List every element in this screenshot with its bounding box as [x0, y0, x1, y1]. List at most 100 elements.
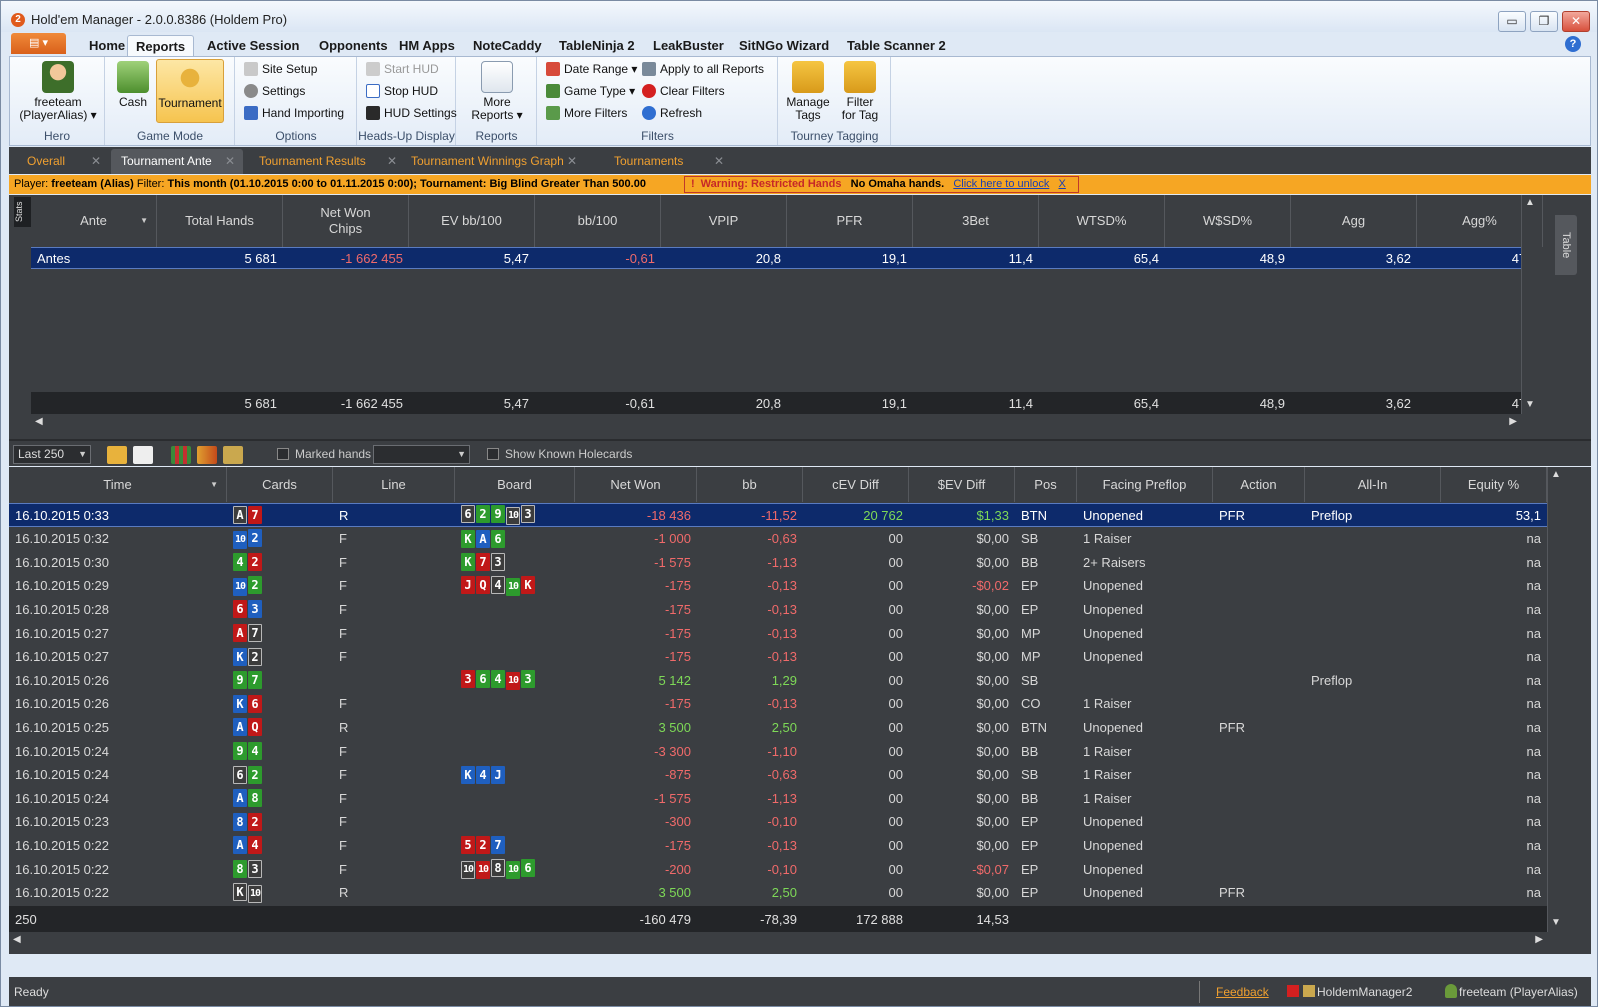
hand-range-select[interactable]: Last 250 ▼	[13, 445, 91, 464]
tournament-button[interactable]: Tournament	[156, 59, 224, 123]
chart-icon[interactable]	[197, 446, 217, 464]
menu-tab-opponents[interactable]: Opponents	[319, 38, 388, 53]
hands-col-header[interactable]: Cards	[227, 467, 333, 502]
scroll-left-icon[interactable]: ◀	[35, 416, 43, 427]
table-side-tab[interactable]: Table	[1555, 215, 1577, 275]
apply-all-reports-button[interactable]: Apply to all Reports	[642, 59, 764, 79]
table-row[interactable]: 16.10.2015 0:26 9 7 3 6 4 10 3 5 142 1,29 00 $0,00 S…	[9, 668, 1547, 692]
scroll-left-icon[interactable]: ◀	[13, 934, 21, 945]
table-row[interactable]: 16.10.2015 0:24 9 4 F -3 300 -1,10 00 $0,00 BB 1 …	[9, 739, 1547, 763]
table-row[interactable]: 16.10.2015 0:24 6 2 F K 4 J -875 -0,63 00 $0,00 SB 1…	[9, 763, 1547, 787]
game-type-button[interactable]: Game Type ▾	[546, 81, 635, 101]
menu-tab-table-scanner-2[interactable]: Table Scanner 2	[847, 38, 946, 53]
scroll-up-icon[interactable]: ▲	[1551, 469, 1561, 480]
stats-side-tab[interactable]: Stats	[14, 197, 32, 227]
tab-close-icon[interactable]: ✕	[713, 154, 724, 168]
scroll-down-icon[interactable]: ▼	[1525, 399, 1535, 410]
more-filters-button[interactable]: More Filters	[546, 103, 627, 123]
hands-col-header[interactable]: cEV Diff	[803, 467, 909, 502]
marked-hands-checkbox[interactable]	[277, 448, 289, 460]
hands-col-header[interactable]: Equity %	[1441, 467, 1547, 502]
table-row[interactable]: 16.10.2015 0:22 A 4 F 5 2 7 -175 -0,13 00 $0,00 EP U…	[9, 833, 1547, 857]
settings-button[interactable]: Settings	[244, 81, 305, 101]
stats-col-header[interactable]: W$SD%	[1165, 195, 1291, 247]
table-row[interactable]: 16.10.2015 0:24 A 8 F -1 575 -1,13 00 $0,00 BB 1 …	[9, 786, 1547, 810]
menu-tab-sitngo-wizard[interactable]: SitNGo Wizard	[739, 38, 830, 53]
site-setup-button[interactable]: Site Setup	[244, 59, 317, 79]
player-name[interactable]: freeteam (PlayerAlias)	[1459, 985, 1578, 999]
flag-icon[interactable]	[1287, 985, 1299, 997]
doc-tab-tournament-ante[interactable]: Tournament Ante ✕	[111, 149, 243, 174]
stats-col-header[interactable]: PFR	[787, 195, 913, 247]
doc-tab-tournament-winnings-graph[interactable]: Tournament Winnings Graph ✕	[401, 149, 585, 174]
tab-close-icon[interactable]: ✕	[566, 154, 577, 168]
stats-col-header[interactable]: VPIP	[661, 195, 787, 247]
doc-tab-overall[interactable]: Overall ✕	[17, 149, 109, 174]
rewind-icon[interactable]	[107, 446, 127, 464]
scroll-right-icon[interactable]: ▶	[1509, 416, 1517, 427]
table-row[interactable]: 16.10.2015 0:30 4 2 F K 7 3 -1 575 -1,13 00 $0,00 B…	[9, 550, 1547, 574]
menu-tab-hm-apps[interactable]: HM Apps	[399, 38, 455, 53]
hands-col-header[interactable]: Pos	[1015, 467, 1077, 502]
table-row[interactable]: 16.10.2015 0:27 A 7 F -175 -0,13 00 $0,00 MP Unop…	[9, 621, 1547, 645]
date-range-button[interactable]: Date Range ▾	[546, 59, 637, 79]
warning-close[interactable]: X	[1058, 178, 1066, 190]
table-row[interactable]: 16.10.2015 0:27 K 2 F -175 -0,13 00 $0,00 MP Unop…	[9, 645, 1547, 669]
tab-close-icon[interactable]: ✕	[90, 154, 101, 168]
start-hud-button[interactable]: Start HUD	[366, 59, 439, 79]
menu-tab-reports[interactable]: Reports	[127, 35, 195, 57]
menu-tab-active-session[interactable]: Active Session	[207, 38, 300, 53]
doc-tab-tournaments[interactable]: Tournaments ✕	[604, 149, 732, 174]
doc-tab-tournament-results[interactable]: Tournament Results ✕	[249, 149, 405, 174]
hands-col-header[interactable]: Net Won	[575, 467, 697, 502]
table-row[interactable]: 16.10.2015 0:26 K 6 F -175 -0,13 00 $0,00 CO 1 Ra…	[9, 692, 1547, 716]
table-row[interactable]: 16.10.2015 0:22 8 3 F 10 10 8 10 6 -200 -0,10 00 -$0…	[9, 857, 1547, 881]
stats-col-header[interactable]: 3Bet	[913, 195, 1039, 247]
hands-col-header[interactable]: $EV Diff	[909, 467, 1015, 502]
hands-col-header[interactable]: Board	[455, 467, 575, 502]
hands-vertical-scrollbar[interactable]: ▲ ▼	[1547, 467, 1563, 932]
table-row[interactable]: 16.10.2015 0:25 A Q R 3 500 2,50 00 $0,00 BTN Uno…	[9, 715, 1547, 739]
manage-tags-button[interactable]: Manage Tags	[783, 61, 833, 122]
stats-col-header[interactable]: bb/100	[535, 195, 661, 247]
tab-close-icon[interactable]: ✕	[386, 154, 397, 168]
marked-hands-select[interactable]: ▼	[373, 445, 470, 464]
scroll-right-icon[interactable]: ▶	[1535, 934, 1543, 945]
hands-col-header[interactable]: Line	[333, 467, 455, 502]
stats-col-header[interactable]: Agg%	[1417, 195, 1543, 247]
stats-vertical-scrollbar[interactable]: ▲ ▼	[1521, 195, 1537, 414]
hud-settings-button[interactable]: HUD Settings	[366, 103, 457, 123]
minimize-button[interactable]: ▭	[1498, 11, 1526, 32]
hands-col-header[interactable]: All-In	[1305, 467, 1441, 502]
refresh-button[interactable]: Refresh	[642, 103, 702, 123]
restore-button[interactable]: ❐	[1530, 11, 1558, 32]
grid-icon[interactable]	[171, 446, 191, 464]
stats-col-header[interactable]: WTSD%	[1039, 195, 1165, 247]
menu-tab-notecaddy[interactable]: NoteCaddy	[473, 38, 542, 53]
hands-col-header[interactable]: bb	[697, 467, 803, 502]
more-reports-button[interactable]: More Reports ▾	[463, 61, 531, 122]
menu-tab-home[interactable]: Home	[89, 38, 126, 53]
trophy-small-icon[interactable]	[223, 446, 243, 464]
menu-tab-leakbuster[interactable]: LeakBuster	[653, 38, 724, 53]
replay-icon[interactable]	[133, 446, 153, 464]
hands-col-header[interactable]: Facing Preflop	[1077, 467, 1213, 502]
sort-desc-icon[interactable]: ▼	[210, 479, 218, 489]
app-menu-button[interactable]: ▤ ▾	[11, 33, 66, 54]
close-window-button[interactable]: ✕	[1562, 11, 1590, 32]
hands-col-header[interactable]: Action	[1213, 467, 1305, 502]
table-row[interactable]: 16.10.2015 0:23 8 2 F -300 -0,10 00 $0,00 EP Unop…	[9, 810, 1547, 834]
table-row[interactable]: 16.10.2015 0:29 10 2 F J Q 4 10 K -175 -0,13 00 -$0,…	[9, 574, 1547, 598]
hands-col-header[interactable]: Time ▼	[9, 467, 227, 502]
help-icon[interactable]: ?	[1565, 36, 1581, 52]
stats-horizontal-scrollbar[interactable]: ◀ ▶	[31, 414, 1521, 430]
stats-row[interactable]: Antes 5 681 -1 662 455 5,47 -0,61 20,8 19,1 11,…	[31, 247, 1537, 269]
menu-tab-tableninja-2[interactable]: TableNinja 2	[559, 38, 635, 53]
hero-button[interactable]: freeteam (PlayerAlias) ▾	[18, 61, 98, 122]
filter-for-tag-button[interactable]: Filter for Tag	[835, 61, 885, 122]
show-known-checkbox[interactable]	[487, 448, 499, 460]
scroll-up-icon[interactable]: ▲	[1525, 197, 1535, 208]
stop-hud-button[interactable]: Stop HUD	[366, 81, 438, 101]
table-row[interactable]: 16.10.2015 0:22 K 10 R 3 500 2,50 00 $0,00 EP Uno…	[9, 881, 1547, 905]
clear-filters-button[interactable]: Clear Filters	[642, 81, 725, 101]
